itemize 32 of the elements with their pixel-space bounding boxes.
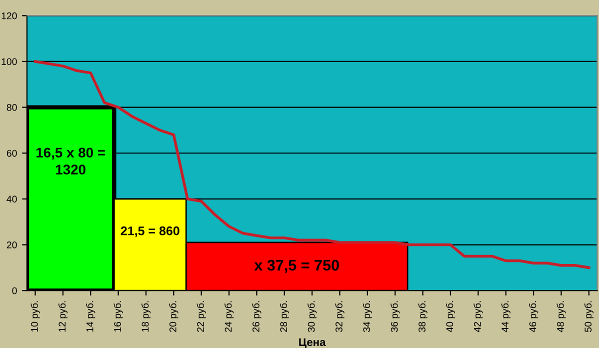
- x-tick-label: 34 руб.: [362, 301, 372, 332]
- x-tick-label: 28 руб.: [280, 301, 289, 332]
- x-tick-label: 38 руб.: [418, 301, 428, 332]
- x-tick-label: 44 руб.: [501, 301, 510, 332]
- x-tick-label: 18 руб.: [141, 301, 151, 332]
- x-tick-label: 12 руб.: [58, 301, 68, 332]
- x-tick-label: 46 руб.: [528, 301, 538, 332]
- x-tick-label: 20 руб.: [169, 301, 178, 332]
- x-tick-label: 26 руб.: [252, 301, 262, 332]
- y-tick-label: 80: [6, 104, 17, 111]
- x-tick-label: 24 руб.: [224, 301, 234, 332]
- x-tick-label: 14 руб.: [86, 301, 96, 332]
- x-tick-label: 32 руб.: [335, 301, 344, 332]
- y-tick-label: 40: [6, 196, 17, 203]
- x-axis-title: Цена: [299, 338, 326, 348]
- x-tick-label: 48 руб.: [556, 301, 566, 332]
- y-tick-label: 60: [6, 150, 17, 157]
- x-tick-label: 30 руб.: [308, 301, 317, 332]
- annotation: 16,5 x 80 = 1320: [36, 148, 105, 175]
- annotation: x 37,5 = 750: [254, 260, 339, 273]
- y-tick-label: 0: [12, 287, 17, 294]
- x-tick-label: 36 руб.: [390, 301, 400, 332]
- y-tick-label: 100: [2, 58, 17, 66]
- y-tick-label: 120: [2, 12, 17, 20]
- annotation: 21,5 = 860: [120, 226, 180, 238]
- x-tick-label: 16 руб.: [114, 301, 123, 332]
- x-tick-label: 22 руб.: [196, 301, 206, 332]
- x-tick-label: 40 руб.: [446, 301, 456, 332]
- x-tick-label: 42 руб.: [474, 301, 483, 332]
- y-tick-label: 20: [6, 241, 17, 248]
- x-tick-label: 50 руб.: [584, 301, 594, 332]
- x-tick-label: 10 руб.: [30, 301, 40, 332]
